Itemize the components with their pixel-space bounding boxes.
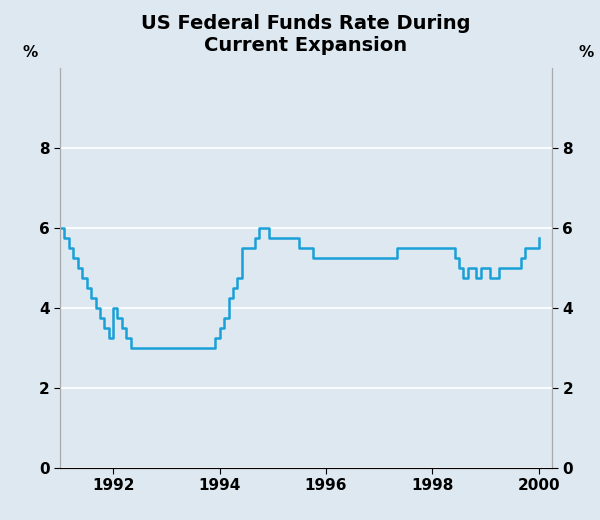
Y-axis label: %: % — [23, 45, 38, 60]
Y-axis label: %: % — [579, 45, 594, 60]
Title: US Federal Funds Rate During
Current Expansion: US Federal Funds Rate During Current Exp… — [141, 14, 471, 55]
